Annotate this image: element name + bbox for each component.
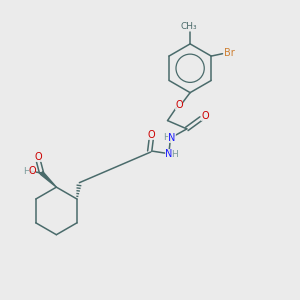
Text: N: N <box>168 133 176 143</box>
Text: CH₃: CH₃ <box>180 22 197 31</box>
Polygon shape <box>40 172 56 187</box>
Text: O: O <box>29 167 36 176</box>
Text: O: O <box>202 111 209 121</box>
Text: O: O <box>175 100 183 110</box>
Text: H: H <box>172 150 178 159</box>
Text: O: O <box>147 130 155 140</box>
Text: H: H <box>163 133 170 142</box>
Text: H: H <box>23 167 30 176</box>
Text: O: O <box>35 152 42 162</box>
Text: Br: Br <box>224 48 235 58</box>
Text: N: N <box>165 149 173 159</box>
